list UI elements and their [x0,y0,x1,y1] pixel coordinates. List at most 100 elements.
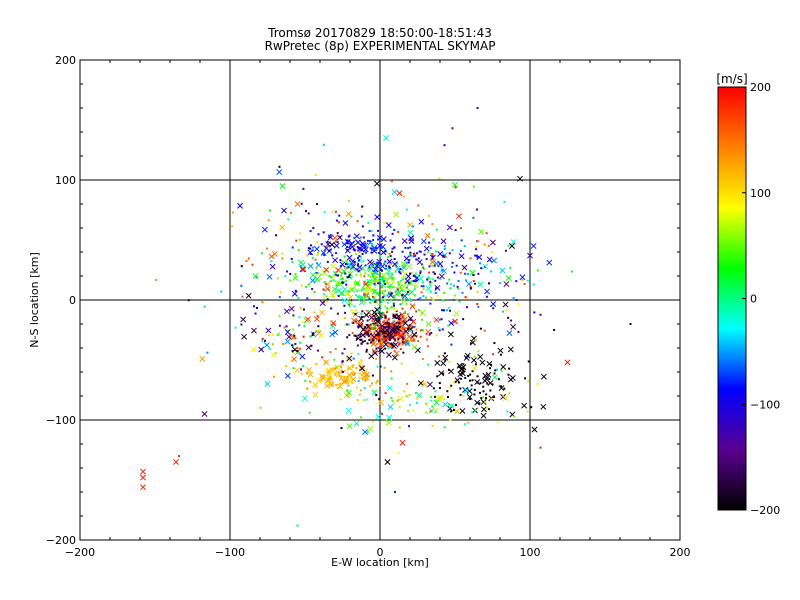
dot-marker [372,289,375,292]
dot-marker [434,390,437,393]
dot-marker [321,356,324,359]
dot-marker [400,330,403,333]
dot-marker [346,276,349,279]
cross-marker [367,425,374,432]
dot-marker [332,295,335,298]
dot-marker [407,410,410,413]
dot-marker [366,268,369,271]
x-tick-label: −200 [65,546,95,559]
dot-marker [458,300,461,303]
dot-marker [319,273,322,276]
dot-marker [371,298,374,301]
cross-marker [341,297,348,304]
dot-marker [421,318,424,321]
dot-marker [405,395,408,398]
dot-marker [410,337,413,340]
dot-marker [539,313,542,316]
dot-marker [521,278,524,281]
cross-marker [362,281,369,287]
cross-marker [377,346,384,353]
cross-marker [291,356,298,363]
cross-marker [463,387,470,394]
dot-marker [427,276,430,279]
dot-marker [397,451,400,454]
dot-marker [396,287,399,290]
dot-marker [240,284,243,287]
dot-marker [447,395,450,398]
dot-marker [377,333,380,336]
dot-marker [484,397,487,400]
dot-marker [334,274,337,277]
dot-marker [405,208,408,211]
dot-marker [462,369,465,372]
cross-marker [266,273,273,280]
dot-marker [373,275,376,278]
dot-marker [401,327,404,330]
dot-marker [374,284,377,287]
dot-marker [417,340,420,343]
dot-marker [403,390,406,393]
dot-marker [362,399,365,402]
dot-marker [354,249,357,252]
dot-marker [417,298,420,301]
dot-marker [539,446,542,449]
dot-marker [383,280,386,283]
dot-marker [448,252,451,255]
cross-marker [527,252,533,259]
dot-marker [382,311,385,314]
dot-marker [396,399,399,402]
dot-marker [315,273,318,276]
dot-marker [344,272,347,275]
dot-marker [335,252,338,255]
dot-marker [510,319,513,322]
dot-marker [412,339,415,342]
dot-marker [325,295,328,298]
dot-marker [266,247,269,250]
dot-marker [245,260,248,263]
dot-marker [360,215,363,218]
cross-marker [448,403,455,410]
dot-marker [507,316,510,319]
cross-marker [313,316,320,323]
cross-marker [307,263,314,270]
dot-marker [326,300,329,303]
dot-marker [355,337,358,340]
dot-marker [360,316,363,319]
dot-marker [464,296,467,299]
dot-marker [408,324,411,327]
cross-marker [368,314,375,321]
dot-marker [483,401,486,404]
dot-marker [336,284,339,287]
dot-marker [329,351,332,354]
dot-marker [356,220,359,223]
dot-marker [415,328,418,331]
y-axis-label: N-S location [km] [28,252,41,348]
dot-marker [347,323,350,326]
dot-marker [309,335,312,338]
dot-marker [376,322,379,325]
dot-marker [393,228,396,231]
dot-marker [421,266,424,269]
cross-marker [292,275,299,281]
dot-marker [350,299,353,302]
dot-marker [404,312,407,315]
cross-marker [289,332,296,339]
dot-marker [358,376,361,379]
dot-marker [379,317,382,320]
dot-marker [334,367,337,370]
cross-marker [284,329,291,336]
dot-marker [365,376,368,379]
dot-marker [300,372,303,375]
dot-marker [383,314,386,317]
dot-marker [291,261,294,264]
dot-marker [325,245,328,248]
dot-marker [378,339,381,342]
cross-marker [331,286,338,293]
cross-marker [300,261,306,268]
dot-marker [517,303,520,306]
dot-marker [363,294,366,297]
dot-marker [383,332,386,335]
dot-marker [380,345,383,348]
dot-marker [459,393,462,396]
cross-marker [385,268,392,275]
